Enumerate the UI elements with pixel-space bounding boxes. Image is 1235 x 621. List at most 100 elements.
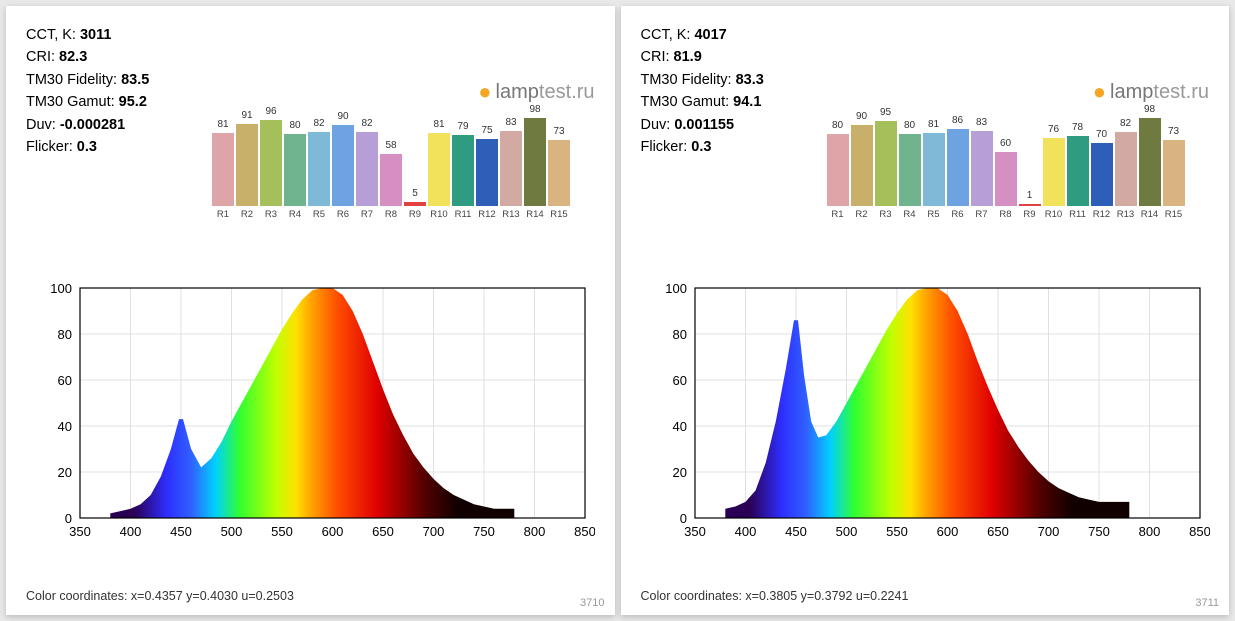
stat-row: Duv: 0.001155 <box>641 114 764 136</box>
cri-bar-value: 81 <box>217 119 228 130</box>
cri-bar-fill <box>284 134 306 206</box>
cri-bar-fill <box>971 131 993 206</box>
svg-text:650: 650 <box>987 524 1009 539</box>
image-id: 3710 <box>580 597 604 609</box>
cri-bar: 81 R1 <box>212 133 234 206</box>
cri-bar-value: 82 <box>361 118 372 129</box>
svg-text:600: 600 <box>322 524 344 539</box>
svg-text:100: 100 <box>665 281 687 296</box>
cri-bar-fill <box>428 133 450 206</box>
cri-bar-fill <box>1139 118 1161 206</box>
spectrum-chart: 3504004505005506006507007508008500204060… <box>26 278 595 578</box>
cri-bar: 82 R7 <box>356 132 378 206</box>
svg-text:80: 80 <box>672 327 686 342</box>
stat-value: 82.3 <box>59 49 87 65</box>
stat-row: TM30 Gamut: 94.1 <box>641 91 764 113</box>
svg-text:40: 40 <box>672 419 686 434</box>
cri-bar-value: 5 <box>412 188 418 199</box>
stat-value: -0.000281 <box>60 117 125 133</box>
cri-bar: 80 R1 <box>827 134 849 206</box>
cri-bar: 58 R8 <box>380 154 402 206</box>
cri-bar-value: 82 <box>1120 118 1131 129</box>
cri-bar-value: 73 <box>1168 126 1179 137</box>
stat-row: Flicker: 0.3 <box>26 136 149 158</box>
logo-lamp: lamp <box>496 81 539 103</box>
cri-bar-fill <box>212 133 234 206</box>
cri-bar-fill <box>404 202 426 207</box>
cri-bar-fill <box>995 152 1017 206</box>
spectrum-chart: 3504004505005506006507007508008500204060… <box>641 278 1210 578</box>
svg-text:100: 100 <box>50 281 72 296</box>
panel-right: CCT, K: 4017 CRI: 81.9 TM30 Fidelity: 83… <box>621 6 1230 615</box>
stat-row: Duv: -0.000281 <box>26 114 149 136</box>
cri-bar-fill <box>476 139 498 207</box>
cri-bar-label: R11 <box>455 209 472 220</box>
logo-tld: .ru <box>1186 81 1209 103</box>
stat-value: 0.3 <box>691 139 711 155</box>
svg-text:650: 650 <box>372 524 394 539</box>
stat-row: TM30 Fidelity: 83.5 <box>26 69 149 91</box>
cri-bar-label: R10 <box>1045 209 1062 220</box>
cri-bar-label: R4 <box>903 209 915 220</box>
cri-bar-fill <box>452 135 474 206</box>
svg-text:0: 0 <box>65 511 72 526</box>
bulb-icon: ● <box>478 79 491 105</box>
cri-bar-value: 90 <box>337 111 348 122</box>
cri-bar-fill <box>500 131 522 206</box>
svg-text:800: 800 <box>524 524 546 539</box>
panel-left: CCT, K: 3011 CRI: 82.3 TM30 Fidelity: 83… <box>6 6 615 615</box>
stat-row: CRI: 81.9 <box>641 46 764 68</box>
cri-bar-label: R5 <box>927 209 939 220</box>
cri-bar: 83 R13 <box>500 131 522 206</box>
cri-bar-fill <box>332 125 354 206</box>
svg-text:20: 20 <box>672 465 686 480</box>
cri-bar-value: 83 <box>505 117 516 128</box>
svg-text:850: 850 <box>574 524 595 539</box>
cri-bar-label: R8 <box>385 209 397 220</box>
stat-value: 3011 <box>80 27 111 43</box>
cri-bar: 81 R5 <box>923 133 945 206</box>
cri-bar-value: 70 <box>1096 129 1107 140</box>
stat-row: CCT, K: 4017 <box>641 24 764 46</box>
cri-bar-fill <box>1091 143 1113 206</box>
cri-bar-fill <box>236 124 258 206</box>
cri-bar-label: R11 <box>1069 209 1086 220</box>
svg-text:800: 800 <box>1138 524 1160 539</box>
cri-bar-label: R9 <box>409 209 421 220</box>
svg-text:450: 450 <box>785 524 807 539</box>
stat-row: CCT, K: 3011 <box>26 24 149 46</box>
cri-bar-value: 86 <box>952 115 963 126</box>
cri-bar: 79 R11 <box>452 135 474 206</box>
cri-bar-fill <box>548 140 570 206</box>
svg-text:550: 550 <box>271 524 293 539</box>
cri-bar: 5 R9 <box>404 202 426 207</box>
cri-bar: 98 R14 <box>1139 118 1161 206</box>
svg-text:400: 400 <box>120 524 142 539</box>
svg-text:850: 850 <box>1189 524 1210 539</box>
cri-bar-label: R6 <box>951 209 963 220</box>
svg-text:700: 700 <box>423 524 445 539</box>
cri-bar-value: 73 <box>553 126 564 137</box>
cri-bar-value: 75 <box>481 125 492 136</box>
cri-bar-fill <box>524 118 546 206</box>
stat-value: 83.5 <box>121 72 149 88</box>
cri-bar: 82 R13 <box>1115 132 1137 206</box>
stat-value: 83.3 <box>736 72 764 88</box>
cri-bar-value: 79 <box>457 121 468 132</box>
stats-block: CCT, K: 3011 CRI: 82.3 TM30 Fidelity: 83… <box>26 24 149 159</box>
cri-bar-label: R1 <box>217 209 229 220</box>
cri-bar-label: R12 <box>478 209 495 220</box>
cri-bar-fill <box>875 121 897 207</box>
cri-bar-value: 81 <box>928 119 939 130</box>
svg-text:500: 500 <box>835 524 857 539</box>
cri-bar: 90 R6 <box>332 125 354 206</box>
svg-text:350: 350 <box>69 524 91 539</box>
cri-bar-label: R7 <box>361 209 373 220</box>
cri-bar-fill <box>923 133 945 206</box>
svg-text:400: 400 <box>734 524 756 539</box>
cri-bar-label: R8 <box>999 209 1011 220</box>
cri-bar-value: 95 <box>880 107 891 118</box>
cri-bar-value: 96 <box>265 106 276 117</box>
cri-bar: 80 R4 <box>284 134 306 206</box>
svg-text:500: 500 <box>221 524 243 539</box>
